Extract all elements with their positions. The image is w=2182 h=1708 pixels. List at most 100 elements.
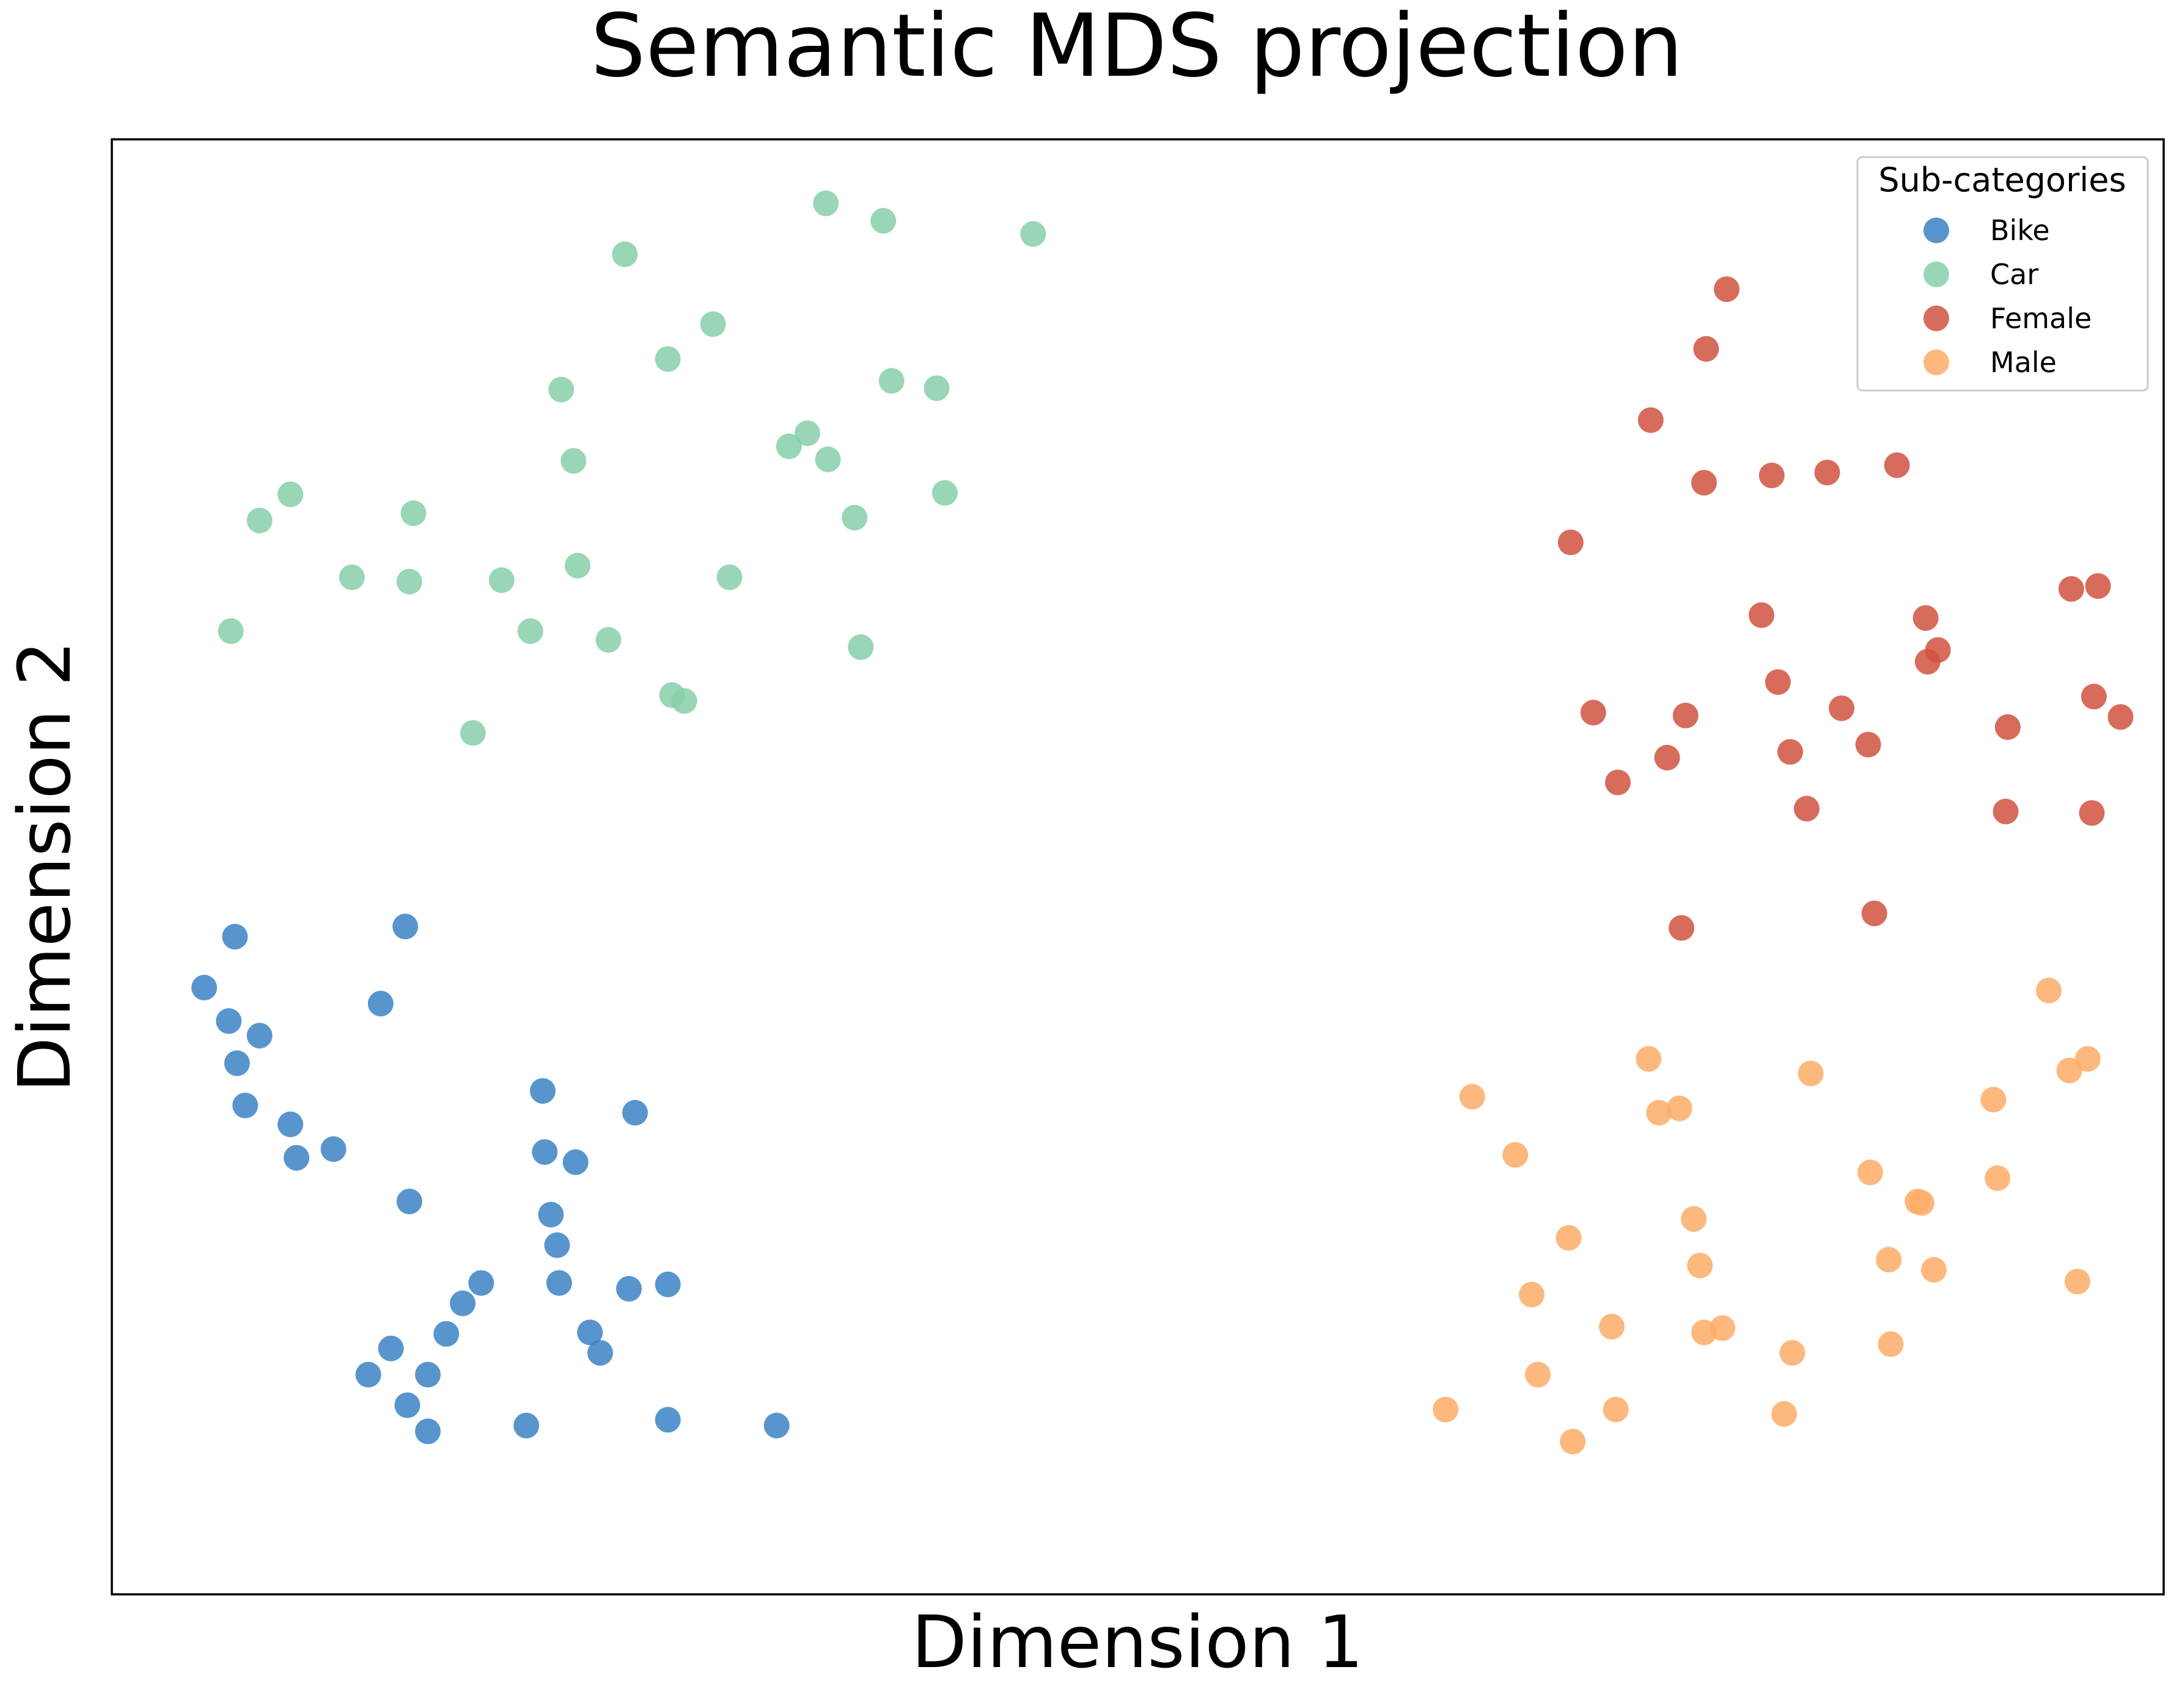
point-female: [1654, 744, 1680, 771]
point-female: [1855, 731, 1881, 758]
point-female: [1793, 796, 1820, 822]
legend-label-female: Female: [1990, 302, 2092, 335]
point-car: [795, 420, 820, 446]
point-male: [1876, 1247, 1902, 1273]
point-bike: [191, 975, 218, 1001]
point-bike: [392, 914, 419, 940]
point-female: [1884, 452, 1910, 478]
point-car: [815, 446, 841, 472]
point-bike: [450, 1290, 476, 1316]
legend-label-male: Male: [1990, 346, 2057, 379]
point-bike: [530, 1078, 556, 1104]
point-female: [1749, 602, 1774, 628]
point-male: [1556, 1225, 1582, 1251]
legend-marker-bike: [1923, 218, 1949, 243]
point-female: [1993, 799, 2019, 824]
point-male: [1681, 1206, 1707, 1232]
series-male: [1433, 977, 2101, 1454]
point-male: [1459, 1083, 1485, 1110]
point-male: [1921, 1257, 1947, 1283]
point-bike: [763, 1412, 790, 1439]
point-female: [1994, 714, 2021, 740]
y-axis-label: Dimension 2: [2, 640, 87, 1093]
point-car: [842, 505, 868, 531]
point-male: [1857, 1159, 1883, 1186]
point-bike: [433, 1321, 460, 1347]
legend-marker-female: [1923, 306, 1949, 331]
point-male: [2065, 1269, 2090, 1295]
point-car: [277, 482, 304, 507]
legend-title: Sub-categories: [1878, 161, 2126, 199]
series-bike: [191, 914, 790, 1445]
point-bike: [538, 1201, 564, 1228]
legend-entries: Bike Car Female Male: [1923, 214, 2092, 379]
point-male: [1519, 1281, 1545, 1308]
point-car: [560, 448, 587, 474]
legend-marker-car: [1923, 262, 1949, 287]
point-bike: [546, 1270, 572, 1296]
point-male: [2074, 1046, 2101, 1072]
point-bike: [415, 1418, 441, 1445]
point-car: [848, 634, 874, 660]
point-car: [517, 618, 543, 644]
point-male: [1771, 1401, 1797, 1427]
point-car: [218, 618, 244, 644]
point-car: [565, 552, 590, 579]
legend-label-car: Car: [1990, 258, 2038, 291]
point-car: [671, 688, 697, 714]
point-female: [1758, 463, 1785, 488]
point-car: [400, 500, 427, 526]
legend-marker-male: [1923, 350, 1949, 375]
point-bike: [232, 1093, 259, 1118]
point-car: [1020, 221, 1046, 247]
point-car: [396, 568, 422, 595]
point-female: [2081, 683, 2107, 709]
point-female: [1829, 695, 1854, 721]
point-bike: [655, 1407, 681, 1433]
legend-label-bike: Bike: [1990, 214, 2050, 247]
point-bike: [246, 1022, 273, 1049]
point-female: [1691, 469, 1717, 496]
point-male: [2036, 977, 2062, 1003]
point-car: [595, 627, 622, 653]
point-male: [1636, 1046, 1662, 1072]
point-male: [1666, 1095, 1692, 1121]
point-female: [1580, 700, 1606, 726]
point-male: [1985, 1165, 2011, 1191]
point-female: [1557, 529, 1584, 555]
point-bike: [415, 1362, 441, 1388]
point-female: [1693, 335, 1719, 362]
point-female: [2107, 704, 2134, 730]
point-female: [1605, 769, 1631, 796]
point-car: [870, 208, 897, 234]
point-male: [1779, 1340, 1805, 1366]
point-female: [1861, 900, 1887, 926]
point-male: [1433, 1396, 1459, 1423]
point-bike: [277, 1111, 304, 1137]
point-male: [1798, 1060, 1824, 1087]
points-layer: [191, 190, 2134, 1454]
point-car: [716, 564, 743, 590]
point-car: [700, 311, 726, 337]
point-car: [612, 241, 638, 268]
point-car: [931, 480, 958, 506]
point-bike: [216, 1008, 242, 1034]
point-bike: [532, 1139, 558, 1165]
point-bike: [513, 1412, 540, 1439]
series-car: [218, 190, 1046, 746]
point-car: [548, 376, 575, 403]
point-bike: [587, 1340, 613, 1366]
point-car: [655, 346, 681, 372]
point-car: [776, 433, 802, 460]
point-bike: [222, 923, 248, 950]
point-bike: [562, 1149, 589, 1175]
point-female: [1669, 915, 1695, 941]
point-bike: [378, 1335, 404, 1362]
point-female: [2079, 800, 2105, 826]
point-male: [1599, 1313, 1625, 1340]
point-male: [1710, 1315, 1736, 1341]
point-female: [1925, 637, 1951, 663]
point-bike: [320, 1136, 347, 1162]
legend-frame: [1856, 156, 2149, 392]
